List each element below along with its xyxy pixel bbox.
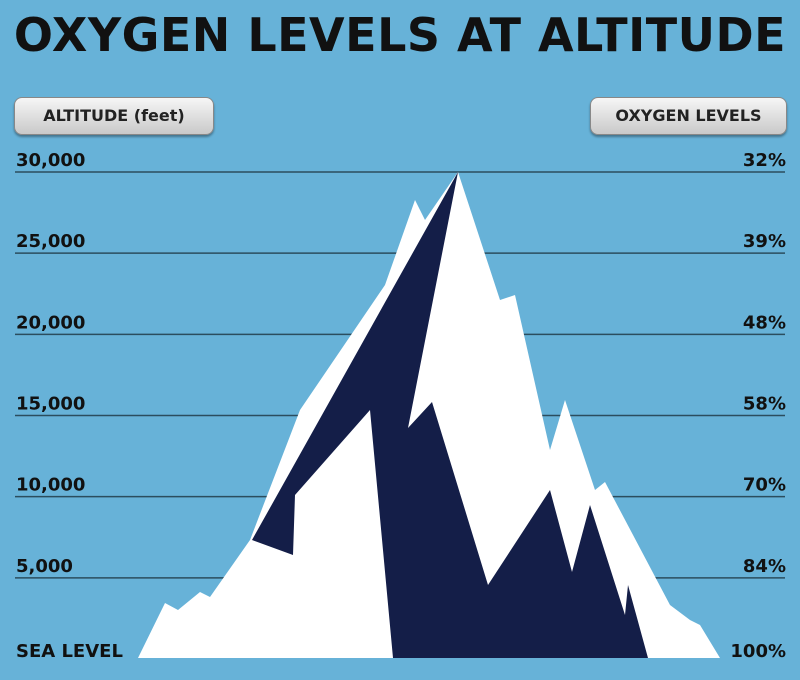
title: OXYGEN LEVELS AT ALTITUDE	[13, 8, 787, 62]
oxygen-label: 39%	[743, 231, 786, 252]
oxygen-label: 70%	[743, 475, 786, 496]
altitude-label: 20,000	[16, 312, 85, 333]
oxygen-button[interactable]: OXYGEN LEVELS	[590, 97, 787, 135]
oxygen-label: 84%	[743, 556, 786, 577]
altitude-button[interactable]: ALTITUDE (feet)	[14, 97, 214, 135]
altitude-label: 5,000	[16, 556, 73, 577]
altitude-label: 10,000	[16, 475, 85, 496]
altitude-label: 15,000	[16, 394, 85, 415]
altitude-label: 30,000	[16, 150, 85, 171]
oxygen-label: 100%	[730, 641, 786, 662]
oxygen-label: 32%	[743, 150, 786, 171]
altitude-label: 25,000	[16, 231, 85, 252]
altitude-label: SEA LEVEL	[16, 641, 123, 662]
mountain-rock	[252, 172, 648, 658]
oxygen-label: 58%	[743, 394, 786, 415]
oxygen-label: 48%	[743, 312, 786, 333]
